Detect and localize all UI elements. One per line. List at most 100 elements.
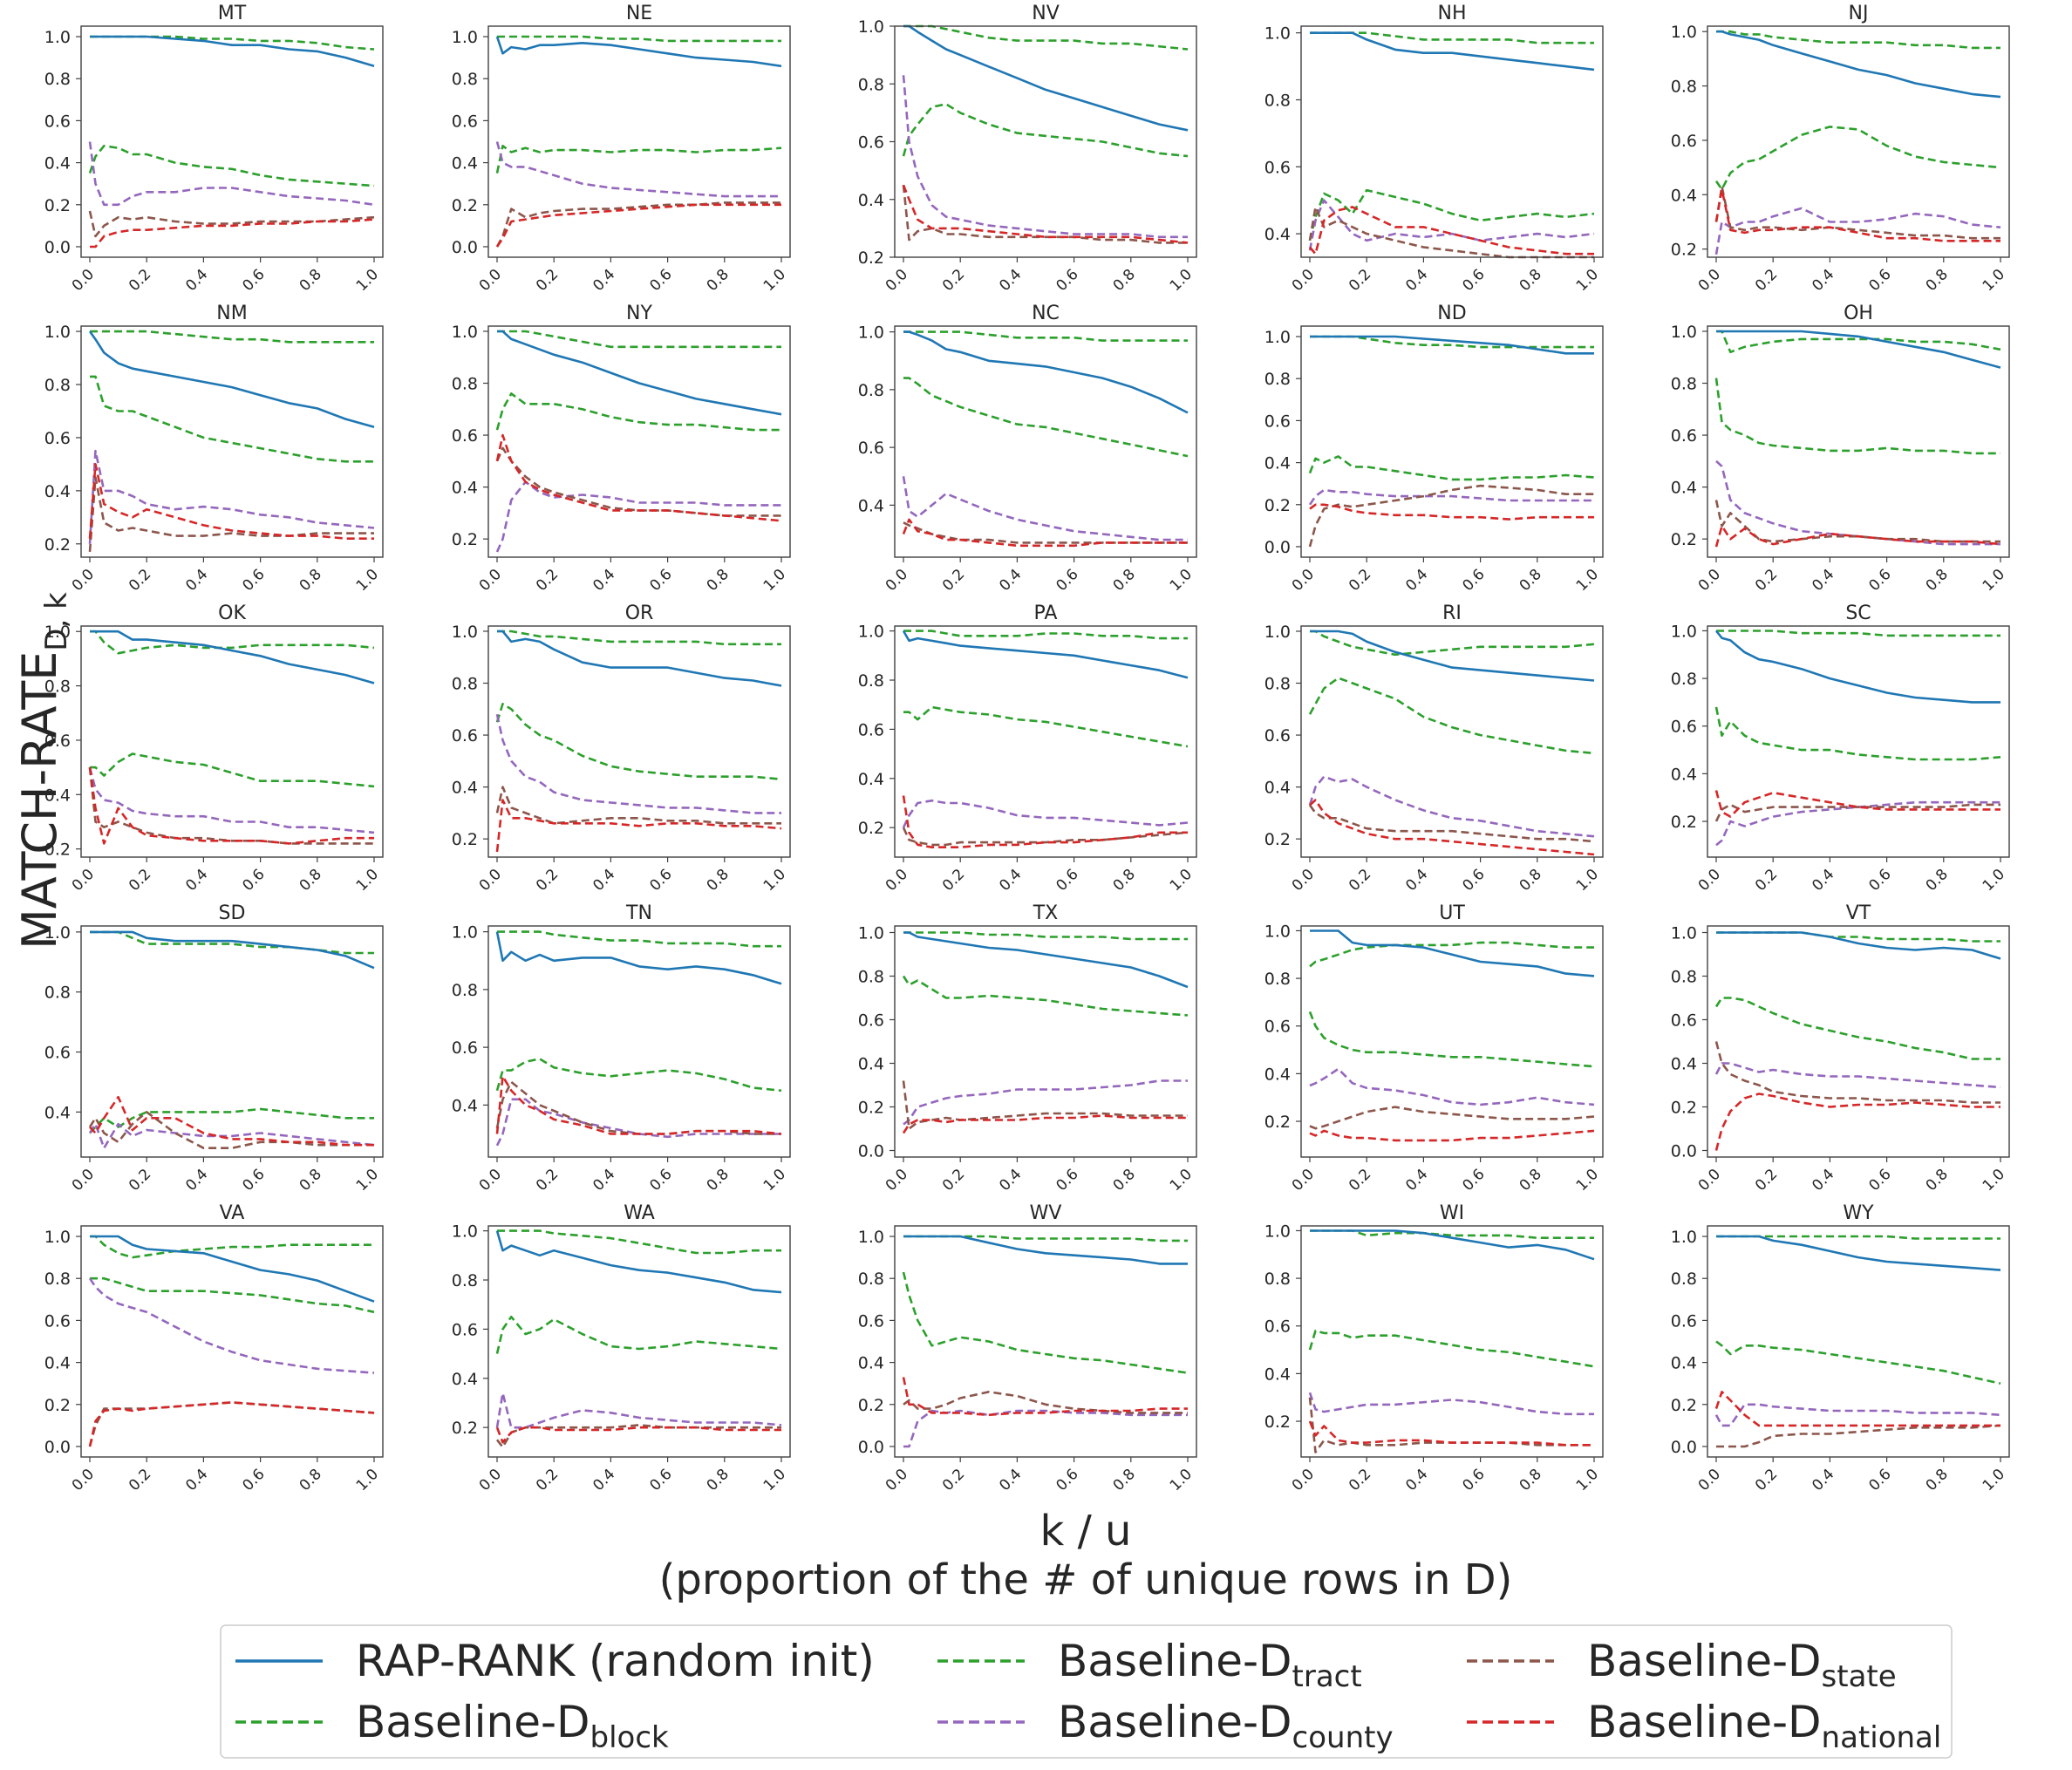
- series-line-rap: [1716, 931, 2001, 960]
- plot-area: [895, 26, 1196, 257]
- x-tick-label: 0.2: [1752, 266, 1781, 295]
- legend-entries: RAP-RANK (random init)Baseline-DblockBas…: [235, 1636, 1941, 1755]
- series-line-rap: [88, 330, 375, 428]
- plot-area: [895, 326, 1196, 557]
- legend-label-sub: tract: [1292, 1659, 1362, 1694]
- x-tick-label: 0.4: [1402, 1466, 1431, 1494]
- panel-title: VA: [220, 1202, 245, 1224]
- y-tick-label: 0.8: [44, 1270, 71, 1289]
- y-tick-label: 0.2: [858, 1099, 884, 1118]
- series-line-county: [1715, 800, 2000, 847]
- x-tick-label: 0.0: [883, 266, 911, 295]
- x-tick-label: 1.0: [353, 866, 382, 895]
- series-line-block: [1716, 630, 2000, 637]
- axis-frame: [894, 925, 1197, 1158]
- y-tick-label: 0.4: [858, 191, 884, 210]
- series-line-rap: [1310, 630, 1595, 682]
- axis-frame: [894, 25, 1197, 258]
- panel-title: NJ: [1849, 3, 1869, 24]
- y-tick-label: 0.2: [1671, 1099, 1697, 1118]
- x-tick-label: 1.0: [760, 266, 789, 295]
- x-tick-label: 0.8: [704, 1166, 733, 1195]
- series-line-state: [1714, 803, 2000, 822]
- y-tick-label: 1.0: [1264, 328, 1291, 347]
- series-line-rap: [1310, 31, 1595, 71]
- panel-title: TX: [1033, 902, 1059, 924]
- x-tick-label: 0.6: [239, 566, 268, 595]
- y-tick-label: 1.0: [1264, 1222, 1291, 1241]
- y-tick-label: 1.0: [44, 1228, 71, 1247]
- legend-label-main: Baseline-D: [1587, 1636, 1822, 1686]
- legend-entry-county: Baseline-Dcounty: [937, 1697, 1394, 1755]
- plot-area: [81, 1226, 383, 1457]
- series-line-rap: [497, 630, 782, 687]
- x-tick-label: 0.0: [1695, 266, 1724, 295]
- series-line-county: [903, 1409, 1188, 1448]
- series-line-rap: [90, 630, 375, 684]
- axis-frame: [894, 625, 1197, 858]
- panel-wy: WY 0.0 0.2 0.4 0.6 0.8 1.0 0.0 0.2 0.4 0.6 0.8 1.0: [1671, 1202, 2010, 1494]
- x-tick-label: 0.2: [126, 1466, 154, 1494]
- y-tick-label: 0.4: [1264, 454, 1291, 473]
- series-line-national: [902, 518, 1188, 548]
- panel-title: PA: [1034, 602, 1058, 624]
- x-tick-label: 0.6: [1053, 1466, 1081, 1494]
- y-tick-label: 0.6: [44, 429, 71, 448]
- y-tick-label: 0.2: [452, 196, 478, 215]
- series-line-state: [88, 766, 374, 845]
- y-tick-label: 0.4: [1264, 1365, 1291, 1384]
- x-tick-label: 0.2: [939, 566, 968, 595]
- plot-area: [1301, 926, 1603, 1157]
- x-tick-label: 0.6: [1053, 866, 1081, 895]
- panels-layer: MT0.00.20.40.60.81.00.0 0.2 0.4 0.6 0.8 1.0NE…: [44, 3, 2010, 1494]
- x-tick-label: 0.4: [1809, 1466, 1837, 1494]
- axis-frame: [487, 25, 791, 258]
- series-line-tract: [495, 1058, 782, 1093]
- x-tick-label: 1.0: [760, 866, 789, 895]
- y-tick-label: 1.0: [1671, 323, 1697, 342]
- y-tick-label: 0.0: [44, 1438, 71, 1457]
- x-tick-label: 0.0: [476, 566, 505, 595]
- series-line-county: [1715, 460, 2000, 546]
- x-tick-label: 0.0: [1289, 1466, 1318, 1494]
- axis-frame: [1707, 925, 2010, 1158]
- panel-title: MT: [218, 3, 247, 24]
- x-tick-label: 0.2: [1752, 866, 1781, 895]
- x-tick-label: 0.8: [1923, 1466, 1952, 1494]
- series-line-state: [902, 1080, 1188, 1130]
- x-tick-label: 0.6: [646, 1166, 675, 1195]
- series-line-state: [1309, 1106, 1595, 1130]
- x-tick-label: 0.8: [296, 1166, 325, 1195]
- y-tick-label: 0.0: [858, 1142, 884, 1161]
- plot-area: [895, 926, 1196, 1157]
- series-line-rap: [1310, 929, 1595, 977]
- series-line-state: [1716, 1424, 2001, 1448]
- series-line-county: [902, 799, 1189, 828]
- x-tick-label: 0.2: [126, 866, 154, 895]
- y-tick-label: 0.2: [452, 830, 478, 849]
- y-tick-label: 0.6: [1264, 1317, 1291, 1337]
- plot-area: [1301, 626, 1603, 857]
- series-line-tract: [902, 1271, 1189, 1374]
- legend-label-main: RAP-RANK (random init): [356, 1636, 875, 1686]
- y-tick-label: 0.8: [1671, 1270, 1697, 1289]
- x-tick-label: 0.6: [1459, 566, 1488, 595]
- y-tick-label: 0.6: [1264, 726, 1291, 745]
- x-tick-label: 0.0: [1289, 266, 1318, 295]
- x-tick-label: 0.2: [1752, 566, 1781, 595]
- panel-wa: WA 0.2 0.4 0.6 0.8 1.0 0.0 0.2 0.4 0.6 0.8 1.0: [452, 1202, 791, 1494]
- series-line-rap: [497, 330, 782, 416]
- series-line-county: [88, 141, 375, 207]
- axis-frame: [487, 925, 791, 1158]
- x-tick-label: 0.0: [883, 566, 911, 595]
- y-tick-label: 0.8: [1264, 91, 1291, 110]
- x-tick-label: 1.0: [1980, 1166, 2008, 1195]
- axis-frame: [80, 25, 384, 258]
- series-line-tract: [90, 752, 375, 788]
- x-tick-label: 0.6: [1053, 266, 1081, 295]
- plot-area: [1707, 26, 2009, 257]
- x-tick-label: 1.0: [760, 1166, 789, 1195]
- x-tick-label: 0.2: [126, 266, 154, 295]
- legend-label-main: Baseline-D: [356, 1697, 590, 1747]
- y-tick-label: 0.8: [1671, 670, 1697, 689]
